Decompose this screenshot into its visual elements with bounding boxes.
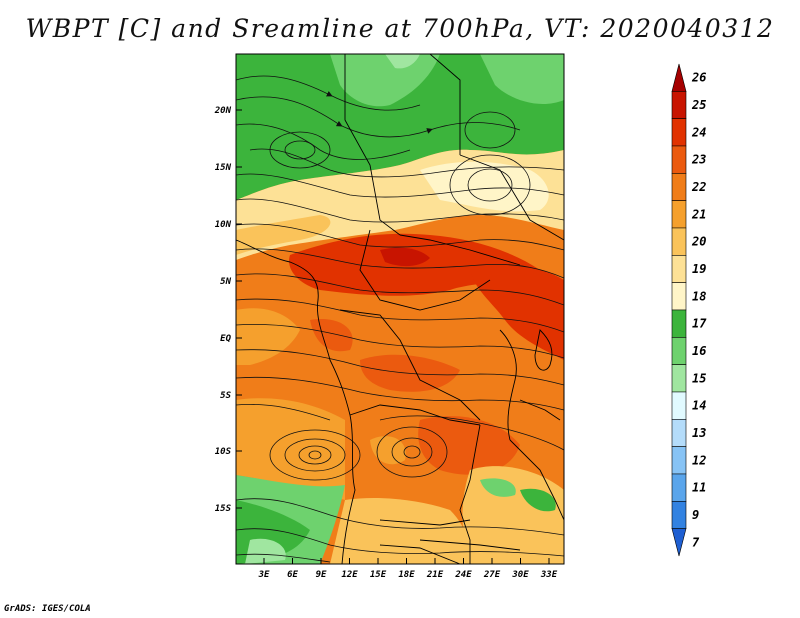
lon-label: 30E — [511, 570, 529, 580]
colorbar-swatch — [671, 364, 687, 393]
colorbar-swatch — [671, 419, 687, 447]
lon-label: 12E — [341, 570, 358, 580]
lat-label: EQ — [220, 334, 231, 344]
colorbar-swatch — [671, 63, 687, 92]
colorbar-swatch — [671, 528, 687, 557]
colorbar-swatch — [671, 501, 687, 529]
colorbar-label: 21 — [691, 207, 706, 221]
colorbar-label: 22 — [691, 180, 706, 194]
country-borders — [236, 54, 564, 564]
lon-label: 18E — [398, 570, 415, 580]
lat-label: 5S — [220, 391, 231, 401]
lat-label: 15N — [215, 163, 232, 173]
colorbar-swatch — [671, 200, 687, 229]
colorbar-swatch — [671, 473, 687, 502]
colorbar-label: 15 — [692, 371, 706, 385]
colorbar-label: 7 — [692, 535, 700, 549]
lat-label: 10N — [215, 220, 232, 230]
colorbar-label: 12 — [692, 453, 706, 467]
streamlines — [236, 75, 564, 563]
colorbar-label: 20 — [691, 235, 706, 249]
lon-label: 3E — [258, 570, 270, 580]
lon-label: 24E — [454, 570, 472, 580]
lon-label: 9E — [316, 570, 327, 580]
colorbar-label: 19 — [692, 262, 706, 276]
colorbar-label: 24 — [691, 125, 706, 139]
colorbar-label: 11 — [692, 481, 706, 495]
colorbar: 26 25 24 23 22 21 20 19 18 17 16 15 14 13 12 11 9 7 — [671, 63, 707, 557]
colorbar-label: 13 — [692, 426, 706, 440]
colorbar-label: 23 — [691, 153, 706, 167]
lon-label: 6E — [287, 570, 298, 580]
lat-label: 20N — [214, 106, 232, 116]
colorbar-label: 26 — [691, 71, 706, 85]
colorbar-swatch — [671, 227, 687, 256]
map-frame — [235, 53, 565, 565]
colorbar-swatch — [671, 309, 687, 338]
longitude-axis: 3E 6E 9E 12E 15E 18E 21E 24E 27E 30E 33E — [258, 558, 558, 580]
colorbar-swatch — [671, 337, 687, 365]
lon-label: 33E — [540, 570, 558, 580]
lat-label: 15S — [215, 504, 232, 514]
colorbar-swatch — [671, 391, 687, 420]
colorbar-swatch — [671, 118, 687, 147]
colorbar-swatch — [671, 173, 687, 201]
credit-text: GrADS: IGES/COLA — [4, 604, 91, 614]
colorbar-swatch — [671, 145, 687, 174]
colorbar-label: 17 — [692, 317, 707, 331]
colorbar-label: 18 — [692, 289, 706, 303]
colorbar-swatch — [671, 282, 687, 311]
lat-label: 5N — [220, 277, 231, 287]
map-title: WBPT [C] and Sreamline at 700hPa, VT: 20… — [25, 14, 775, 43]
colorbar-swatch — [671, 91, 687, 119]
lon-label: 27E — [483, 570, 501, 580]
colorbar-label: 25 — [691, 98, 706, 112]
colorbar-label: 16 — [692, 344, 706, 358]
latitude-axis: 20N 15N 10N 5N EQ 5S 10S 15S — [214, 106, 242, 514]
lon-label: 21E — [426, 570, 444, 580]
colorbar-label: 9 — [692, 508, 699, 522]
colorbar-label: 14 — [692, 399, 706, 413]
lon-label: 15E — [370, 570, 387, 580]
colorbar-swatch — [671, 255, 687, 283]
colorbar-swatch — [671, 446, 687, 475]
lat-label: 10S — [215, 447, 232, 457]
